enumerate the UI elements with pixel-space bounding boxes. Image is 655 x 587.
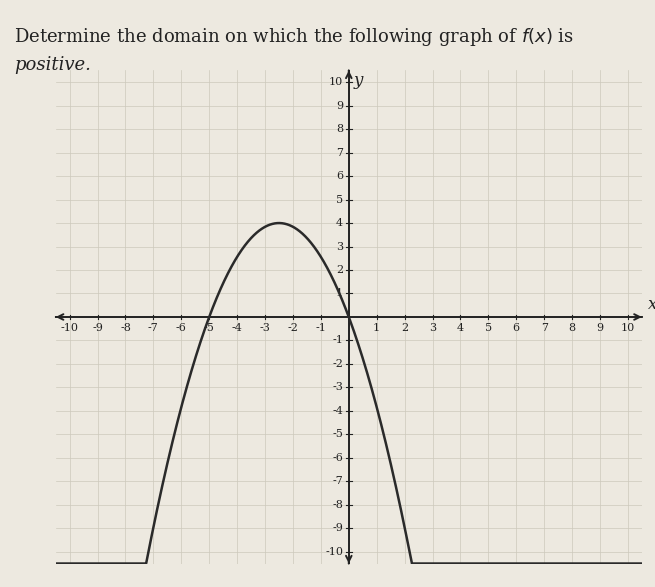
Text: 8: 8: [336, 124, 343, 134]
Text: 2: 2: [336, 265, 343, 275]
Text: 6: 6: [513, 323, 520, 333]
Text: -8: -8: [332, 500, 343, 510]
Text: 4: 4: [336, 218, 343, 228]
Text: 3: 3: [336, 241, 343, 252]
Text: 5: 5: [336, 194, 343, 205]
Text: 2: 2: [401, 323, 408, 333]
Text: 4: 4: [457, 323, 464, 333]
Text: -1: -1: [316, 323, 326, 333]
Text: Determine the domain on which the following graph of $f(x)$ is: Determine the domain on which the follow…: [14, 26, 574, 48]
Text: 10: 10: [329, 77, 343, 87]
Text: x: x: [648, 296, 655, 313]
Text: 6: 6: [336, 171, 343, 181]
Text: -2: -2: [288, 323, 299, 333]
Text: -9: -9: [92, 323, 103, 333]
Text: 9: 9: [336, 100, 343, 111]
Text: 8: 8: [569, 323, 576, 333]
Text: 3: 3: [429, 323, 436, 333]
Text: 1: 1: [336, 288, 343, 299]
Text: -4: -4: [332, 406, 343, 416]
Text: y: y: [354, 72, 363, 89]
Text: positive.: positive.: [14, 56, 91, 74]
Text: 9: 9: [597, 323, 604, 333]
Text: 5: 5: [485, 323, 492, 333]
Text: 10: 10: [621, 323, 635, 333]
Text: -9: -9: [332, 523, 343, 534]
Text: -5: -5: [332, 429, 343, 440]
Text: -7: -7: [148, 323, 159, 333]
Text: 7: 7: [336, 147, 343, 158]
Text: 7: 7: [540, 323, 548, 333]
Text: -6: -6: [176, 323, 187, 333]
Text: -3: -3: [332, 382, 343, 393]
Text: -3: -3: [259, 323, 271, 333]
Text: -1: -1: [332, 335, 343, 346]
Text: -5: -5: [204, 323, 215, 333]
Text: -10: -10: [61, 323, 79, 333]
Text: -4: -4: [232, 323, 242, 333]
Text: -8: -8: [120, 323, 131, 333]
Text: -2: -2: [332, 359, 343, 369]
Text: 1: 1: [373, 323, 381, 333]
Text: -6: -6: [332, 453, 343, 463]
Text: -10: -10: [325, 546, 343, 557]
Text: -7: -7: [333, 476, 343, 487]
